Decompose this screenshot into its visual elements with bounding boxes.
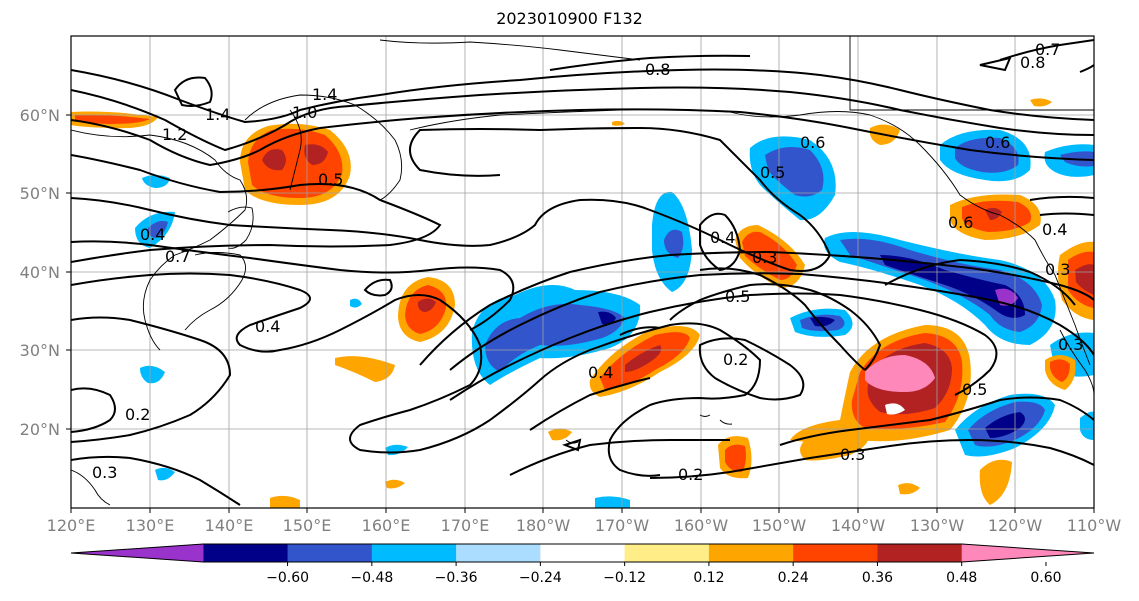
- colorbar-bin: [708, 544, 794, 562]
- lon-label: 130°W: [910, 516, 965, 535]
- lon-label: 110°W: [1067, 516, 1122, 535]
- contour-label: 0.4: [710, 228, 735, 247]
- contour-label: 0.5: [760, 163, 785, 182]
- colorbar-tick-label: 0.12: [693, 570, 724, 586]
- lon-label: 140°W: [831, 516, 886, 535]
- lon-label: 140°E: [205, 516, 254, 535]
- contour-label: 0.6: [948, 213, 973, 232]
- contour-label: 0.8: [1020, 53, 1045, 72]
- contour-label: 0.4: [1042, 220, 1067, 239]
- contour-label: 0.5: [318, 170, 343, 189]
- colorbar-bin: [624, 544, 710, 562]
- colorbar-bin: [287, 544, 373, 562]
- contour-label: 0.3: [92, 463, 117, 482]
- contour-label: 0.4: [255, 317, 280, 336]
- contour-label: 0.5: [962, 380, 987, 399]
- lon-label: 170°W: [595, 516, 650, 535]
- contour-label: 1.0: [292, 103, 317, 122]
- colorbar-tick-label: 0.24: [778, 570, 809, 586]
- contour-label: 0.5: [725, 287, 750, 306]
- lon-label: 150°E: [283, 516, 332, 535]
- colorbar-extend-low: [71, 544, 204, 562]
- lon-label: 120°W: [988, 516, 1043, 535]
- coastlines: [71, 36, 1094, 506]
- colorbar-tick-label: −0.12: [603, 570, 646, 586]
- lon-label: 120°E: [47, 516, 96, 535]
- longitude-labels: 120°E 130°E 140°E 150°E 160°E 170°E 180°…: [47, 516, 1122, 535]
- colorbar-tick-label: −0.24: [519, 570, 562, 586]
- lon-label: 180°W: [516, 516, 571, 535]
- contour-label: 1.4: [205, 105, 230, 124]
- lat-label: 30°N: [20, 341, 60, 360]
- lon-label: 170°E: [441, 516, 490, 535]
- contour-label: 0.7: [165, 247, 190, 266]
- lon-label: 160°W: [674, 516, 729, 535]
- lat-label: 50°N: [20, 184, 60, 203]
- colorbar-tick-label: 0.60: [1030, 570, 1061, 586]
- contour-label: 1.2: [162, 125, 187, 144]
- lat-label: 20°N: [20, 420, 60, 439]
- colorbar-tick-label: −0.48: [350, 570, 393, 586]
- colorbar-tick-label: −0.60: [266, 570, 309, 586]
- colorbar-bin: [877, 544, 963, 562]
- contour-label: 0.2: [125, 405, 150, 424]
- contour-label: 0.4: [588, 363, 613, 382]
- map-title: 2023010900 F132: [496, 9, 643, 28]
- contour-label: 0.6: [985, 133, 1010, 152]
- contour-label: 0.3: [1045, 260, 1070, 279]
- lon-label: 130°E: [126, 516, 175, 535]
- contour-label: 0.2: [723, 350, 748, 369]
- contour-lines: [71, 39, 1094, 506]
- contour-label: 0.3: [752, 248, 777, 267]
- contour-label: 0.2: [678, 465, 703, 484]
- colorbar: −0.60 −0.48 −0.36 −0.24 −0.12 0.12 0.24 0.36 0.4…: [70, 543, 1095, 586]
- lat-label: 40°N: [20, 263, 60, 282]
- contour-label: 0.7: [1035, 40, 1060, 59]
- map-plot-area: 0.8 0.7 0.8 1.4 1.0 1.4 1.2 0.5 0.6 0.6 …: [71, 36, 1094, 508]
- colorbar-bin: [793, 544, 878, 562]
- lat-label: 60°N: [20, 106, 60, 125]
- colorbar-extend-high: [961, 544, 1094, 562]
- colorbar-tick-label: 0.36: [862, 570, 893, 586]
- colorbar-bin: [456, 544, 541, 562]
- contour-labels: 0.8 0.7 0.8 1.4 1.0 1.4 1.2 0.5 0.6 0.6 …: [92, 40, 1083, 484]
- axis-ticks: [66, 114, 1095, 513]
- lon-label: 160°E: [362, 516, 411, 535]
- colorbar-outline: [70, 543, 1095, 563]
- colorbar-bin: [540, 544, 626, 562]
- colorbar-bin: [203, 544, 289, 562]
- colorbar-tick-label: −0.36: [435, 570, 478, 586]
- colorbar-tick-label: 0.48: [946, 570, 977, 586]
- lon-label: 150°W: [752, 516, 807, 535]
- anomaly-shading: [71, 98, 1094, 508]
- contour-label: 0.4: [140, 225, 165, 244]
- contour-label: 0.3: [840, 445, 865, 464]
- colorbar-bin: [371, 544, 457, 562]
- contour-label: 0.8: [645, 60, 670, 79]
- latitude-labels: 60°N 50°N 40°N 30°N 20°N: [20, 106, 60, 439]
- contour-label: 0.3: [1058, 335, 1083, 354]
- contour-label: 0.6: [800, 133, 825, 152]
- contour-label: 1.4: [312, 85, 337, 104]
